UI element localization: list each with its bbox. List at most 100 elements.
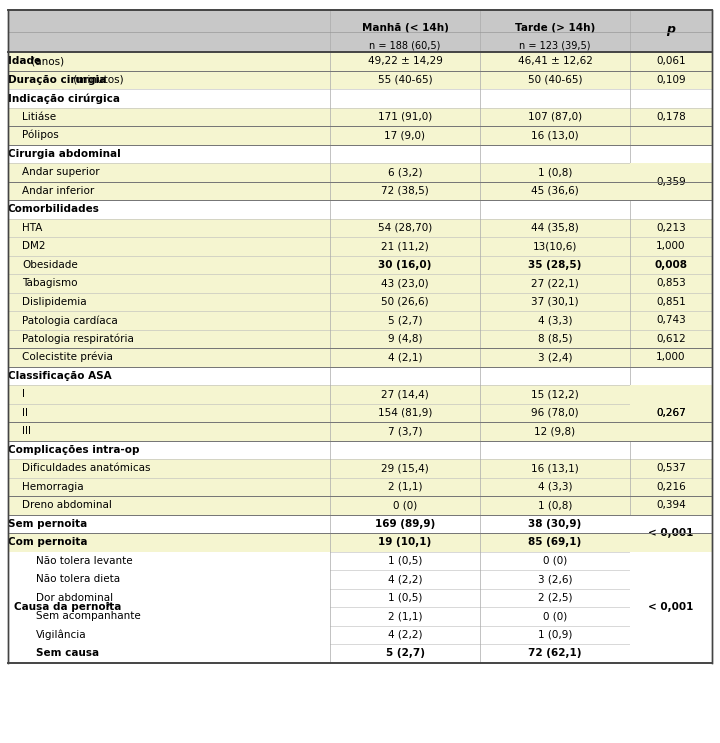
Text: Patologia cardíaca: Patologia cardíaca: [22, 315, 118, 325]
Text: I: I: [22, 389, 25, 399]
Bar: [630, 163, 712, 181]
Text: 1 (0,5): 1 (0,5): [388, 593, 422, 603]
Text: 0,743: 0,743: [656, 315, 686, 325]
Bar: [8, 422, 712, 441]
Bar: [8, 385, 712, 403]
Text: Pólipos: Pólipos: [22, 130, 59, 140]
Text: 1 (0,9): 1 (0,9): [538, 630, 572, 640]
Text: 13(10,6): 13(10,6): [533, 241, 577, 251]
Text: 0,853: 0,853: [656, 278, 686, 288]
Text: 72 (38,5): 72 (38,5): [381, 186, 429, 195]
Text: Sem causa: Sem causa: [36, 648, 99, 658]
Bar: [8, 551, 328, 663]
Bar: [8, 570, 330, 588]
Text: Hemorragia: Hemorragia: [22, 481, 84, 492]
Text: 37 (30,1): 37 (30,1): [531, 296, 579, 307]
Text: 27 (14,4): 27 (14,4): [381, 389, 429, 399]
Bar: [8, 366, 712, 385]
Text: Com pernoita: Com pernoita: [8, 537, 88, 548]
Text: 45 (36,6): 45 (36,6): [531, 186, 579, 195]
Bar: [630, 607, 712, 626]
Text: Tabagismo: Tabagismo: [22, 278, 78, 288]
Text: HTA: HTA: [22, 223, 42, 233]
Text: 0,394: 0,394: [656, 500, 686, 510]
Bar: [8, 644, 712, 663]
Text: 1 (0,8): 1 (0,8): [538, 500, 572, 510]
Bar: [8, 293, 712, 311]
Text: 3 (2,6): 3 (2,6): [538, 574, 572, 584]
Text: Dislipidemia: Dislipidemia: [22, 296, 86, 307]
Text: 43 (23,0): 43 (23,0): [381, 278, 429, 288]
Bar: [8, 274, 712, 293]
Text: DM2: DM2: [22, 241, 45, 251]
Text: 46,41 ± 12,62: 46,41 ± 12,62: [518, 56, 593, 66]
Bar: [8, 626, 712, 644]
Bar: [630, 403, 712, 422]
Text: 0,213: 0,213: [656, 223, 686, 233]
Text: 0,851: 0,851: [656, 296, 686, 307]
Bar: [8, 52, 712, 71]
Text: 2 (2,5): 2 (2,5): [538, 593, 572, 603]
Text: 16 (13,0): 16 (13,0): [531, 130, 579, 140]
Text: 0,178: 0,178: [656, 111, 686, 122]
Text: (anos): (anos): [27, 56, 63, 66]
Text: 0,216: 0,216: [656, 481, 686, 492]
Text: 9 (4,8): 9 (4,8): [388, 334, 422, 344]
Bar: [8, 644, 330, 663]
Text: Idade: Idade: [8, 56, 41, 66]
Text: 0,109: 0,109: [656, 75, 686, 85]
Text: 96 (78,0): 96 (78,0): [531, 408, 579, 418]
Text: 4 (3,3): 4 (3,3): [538, 481, 572, 492]
Text: 171 (91,0): 171 (91,0): [378, 111, 432, 122]
Text: Indicação cirúrgica: Indicação cirúrgica: [8, 93, 120, 103]
Bar: [630, 533, 712, 551]
Text: Duração cirurgia: Duração cirurgia: [8, 75, 107, 85]
Text: 19 (10,1): 19 (10,1): [379, 537, 431, 548]
Text: 0,612: 0,612: [656, 334, 686, 344]
Text: *: *: [106, 602, 111, 612]
Text: 0 (0): 0 (0): [543, 611, 567, 621]
Text: 1 (0,8): 1 (0,8): [538, 167, 572, 178]
Text: 0,267: 0,267: [656, 408, 686, 418]
Text: p: p: [667, 23, 675, 36]
Text: Tarde (> 14h): Tarde (> 14h): [515, 23, 595, 33]
Text: 54 (28,70): 54 (28,70): [378, 223, 432, 233]
Text: Complicações intra-op: Complicações intra-op: [8, 445, 140, 455]
Text: 4 (2,2): 4 (2,2): [388, 630, 422, 640]
Text: III: III: [22, 426, 31, 436]
Text: 21 (11,2): 21 (11,2): [381, 241, 429, 251]
Text: 1,000: 1,000: [656, 352, 685, 363]
Text: Manhã (< 14h): Manhã (< 14h): [361, 23, 449, 33]
Bar: [8, 533, 712, 551]
Bar: [8, 348, 712, 366]
Bar: [8, 551, 330, 570]
Text: Obesidade: Obesidade: [22, 260, 78, 270]
Bar: [8, 478, 712, 496]
Text: Dreno abdominal: Dreno abdominal: [22, 500, 112, 510]
Bar: [630, 385, 712, 403]
Bar: [630, 626, 712, 644]
Bar: [8, 89, 712, 108]
Bar: [8, 588, 712, 607]
Bar: [8, 588, 330, 607]
Text: 2 (1,1): 2 (1,1): [388, 611, 422, 621]
Text: Comorbilidades: Comorbilidades: [8, 204, 100, 214]
Text: 27 (22,1): 27 (22,1): [531, 278, 579, 288]
Bar: [8, 218, 712, 237]
Text: Sem acompanhante: Sem acompanhante: [36, 611, 140, 621]
Text: 1,000: 1,000: [656, 241, 685, 251]
Bar: [8, 607, 712, 626]
Text: Não tolera levante: Não tolera levante: [36, 556, 132, 565]
Text: 85 (69,1): 85 (69,1): [528, 537, 582, 548]
Bar: [630, 551, 712, 570]
Bar: [630, 570, 712, 588]
Text: 1 (0,5): 1 (0,5): [388, 556, 422, 565]
Text: 44 (35,8): 44 (35,8): [531, 223, 579, 233]
Text: 0 (0): 0 (0): [393, 500, 417, 510]
Bar: [8, 71, 712, 89]
Text: 49,22 ± 14,29: 49,22 ± 14,29: [368, 56, 442, 66]
Text: Vigilância: Vigilância: [36, 629, 86, 640]
Text: 7 (3,7): 7 (3,7): [388, 426, 422, 436]
Bar: [8, 570, 712, 588]
Bar: [8, 10, 712, 52]
